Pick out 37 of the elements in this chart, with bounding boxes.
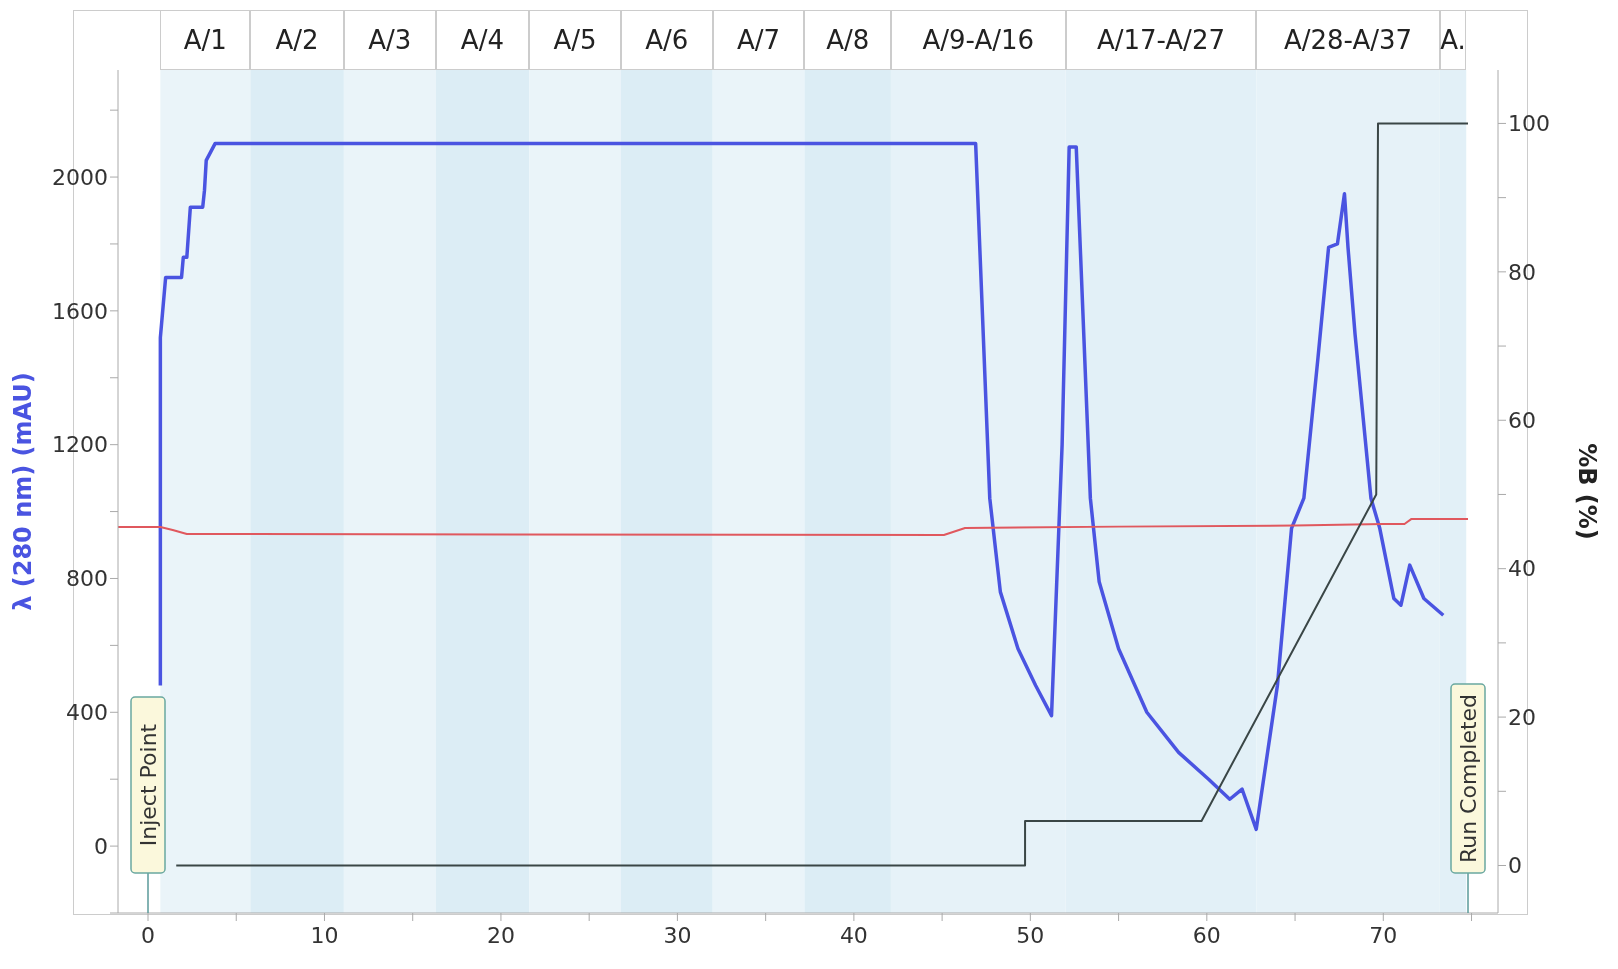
band-label: A/5 [529, 10, 621, 70]
band-label: A/7 [712, 10, 805, 70]
band-label: A/28-A/37 [1256, 10, 1440, 70]
y2-tick-label: 60 [1508, 408, 1536, 434]
band-label: A/2 [250, 10, 344, 70]
band-label: A/17-A/27 [1065, 10, 1257, 70]
y-tick-label: 2000 [52, 164, 108, 190]
x-tick-label: 10 [310, 922, 339, 948]
y-tick-label: 1600 [52, 298, 108, 324]
x-tick-label: 50 [1016, 922, 1045, 948]
y2-tick-label: 100 [1508, 111, 1550, 137]
ref-line-label: Inject Point [135, 723, 161, 847]
line-series [118, 517, 1469, 536]
x-tick-label: 0 [141, 922, 155, 948]
y-axis-title: λ (280 nm) (mAU) [8, 372, 37, 611]
band-label: A/6 [620, 10, 713, 70]
band-label: A/8 [804, 10, 891, 70]
y2-tick-label: 40 [1508, 556, 1536, 582]
y-tick-label: 0 [94, 833, 108, 859]
y-tick-label: 400 [66, 700, 108, 726]
y-tick-label: 1200 [52, 432, 108, 458]
band-label: A/9-A/16 [890, 10, 1066, 70]
x-tick-label: 60 [1192, 922, 1221, 948]
y2-tick-label: 20 [1508, 704, 1536, 730]
ref-line-label: Run Completed [1455, 693, 1481, 864]
x-tick-label: 30 [663, 922, 692, 948]
y2-tick-label: 0 [1508, 853, 1522, 879]
y2-axis-title: %B (%) [1573, 443, 1602, 540]
band-label: A/3 [343, 10, 436, 70]
band-label: A. [1439, 10, 1467, 70]
y-tick-label: 800 [66, 566, 108, 592]
x-tick-label: 40 [839, 922, 868, 948]
y2-tick-label: 80 [1508, 259, 1536, 285]
band-label: A/4 [435, 10, 530, 70]
x-tick-label: 20 [486, 922, 515, 948]
x-tick-label: 70 [1369, 922, 1398, 948]
band-label: A/1 [160, 10, 251, 70]
